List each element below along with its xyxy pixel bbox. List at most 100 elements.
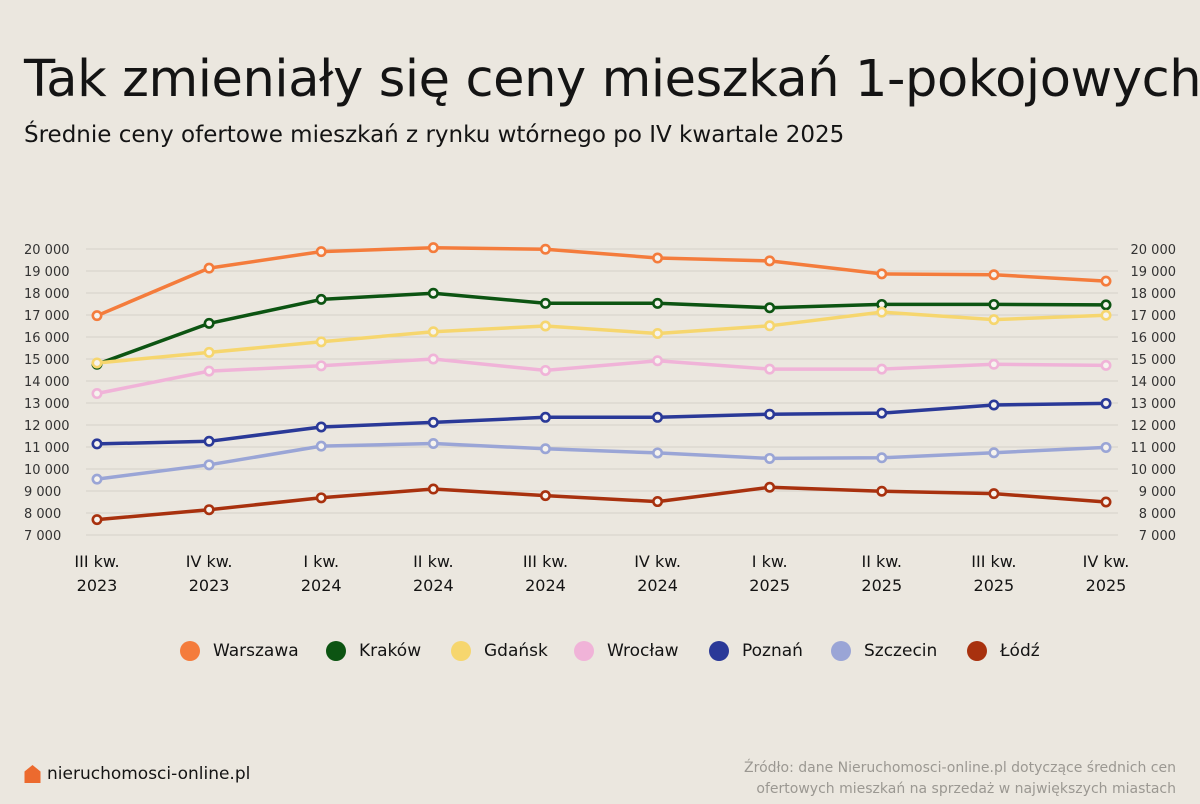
y-tick-label-left: 10 000 [24,463,70,478]
legend-label: Wrocław [607,641,679,661]
data-point [427,242,439,254]
data-point [988,447,1000,459]
data-point [652,252,664,264]
data-point [539,364,551,376]
y-tick-label-left: 16 000 [24,331,70,346]
y-tick-label-left: 18 000 [24,287,70,302]
y-tick-label-right: 7 000 [1139,529,1176,544]
y-tick-label-left: 8 000 [24,507,61,522]
x-tick-label-quarter: III kw. [74,552,119,571]
y-tick-label-right: 10 000 [1131,463,1177,478]
source-note: Źródło: dane Nieruchomosci-online.pl dot… [744,758,1176,800]
legend-swatch [326,641,346,661]
y-tick-label-left: 12 000 [24,419,70,434]
data-point [91,473,103,485]
data-point [203,435,215,447]
y-tick-label-right: 19 000 [1131,265,1177,280]
data-point [315,336,327,348]
data-point [988,314,1000,326]
x-tick-label-quarter: II kw. [862,552,903,571]
y-tick-label-right: 12 000 [1131,419,1177,434]
y-tick-label-right: 8 000 [1139,507,1176,522]
x-tick-label-year: 2025 [861,576,902,595]
data-point [876,485,888,497]
chart-legend: Warszawa Kraków Gdańsk Wrocław Poznań Szczeci… [0,640,1200,664]
data-point [652,327,664,339]
chart-subtitle: Średnie ceny ofertowe mieszkań z rynku w… [24,122,845,148]
series-line-kraków [95,291,1108,367]
x-tick-label-year: 2024 [413,576,454,595]
x-tick-label-year: 2024 [637,576,678,595]
data-point [539,443,551,455]
data-point [652,496,664,508]
brand-name: nieruchomosci-online.pl [47,764,251,784]
data-point [91,388,103,400]
data-point [539,297,551,309]
data-point [315,440,327,452]
x-tick-label-year: 2025 [1086,576,1127,595]
data-point [764,481,776,493]
data-point [91,310,103,322]
data-point [764,363,776,375]
y-tick-label-right: 13 000 [1131,397,1177,412]
data-point [203,317,215,329]
series-line-poznań [95,401,1108,446]
data-point [427,287,439,299]
source-line-1: Źródło: dane Nieruchomosci-online.pl dot… [744,760,1176,776]
data-point [988,298,1000,310]
data-point [1100,441,1112,453]
data-point [876,268,888,280]
series-line-szczecin [95,441,1108,481]
house-icon [24,765,41,783]
x-tick-label-quarter: II kw. [413,552,454,571]
data-point [427,483,439,495]
data-point [1100,359,1112,371]
y-tick-label-left: 13 000 [24,397,70,412]
data-point [315,421,327,433]
data-point [203,262,215,274]
y-tick-label-left: 19 000 [24,265,70,280]
data-point [539,243,551,255]
data-point [764,452,776,464]
data-point [91,438,103,450]
data-point [427,326,439,338]
data-point [876,306,888,318]
y-tick-label-right: 18 000 [1131,287,1177,302]
y-tick-label-right: 9 000 [1139,485,1176,500]
x-tick-label-quarter: IV kw. [634,552,681,571]
x-tick-label-quarter: I kw. [303,552,339,571]
data-point [315,293,327,305]
legend-swatch [180,641,200,661]
data-point [203,365,215,377]
legend-label: Szczecin [864,641,938,661]
data-point [876,363,888,375]
x-tick-label-quarter: I kw. [752,552,788,571]
data-point [427,353,439,365]
data-point [764,408,776,420]
data-point [91,514,103,526]
data-point [988,269,1000,281]
y-tick-label-right: 20 000 [1131,243,1177,258]
series-line-wrocław [95,357,1108,396]
y-tick-label-right: 16 000 [1131,331,1177,346]
series-line-gdańsk [95,310,1108,365]
data-point [203,459,215,471]
x-tick-label-year: 2023 [189,576,230,595]
data-point [539,320,551,332]
data-point [988,488,1000,500]
source-line-2: ofertowych mieszkań na sprzedaż w najwię… [756,781,1176,797]
y-tick-label-left: 9 000 [24,485,61,500]
series-line-warszawa [95,245,1108,318]
data-point [652,447,664,459]
data-point [91,357,103,369]
legend-swatch [451,641,471,661]
legend-swatch [831,641,851,661]
x-tick-label-year: 2025 [974,576,1015,595]
y-tick-label-left: 15 000 [24,353,70,368]
data-point [427,416,439,428]
x-tick-label-year: 2025 [749,576,790,595]
y-tick-label-left: 14 000 [24,375,70,390]
data-point [764,255,776,267]
legend-swatch [967,641,987,661]
data-point [539,490,551,502]
